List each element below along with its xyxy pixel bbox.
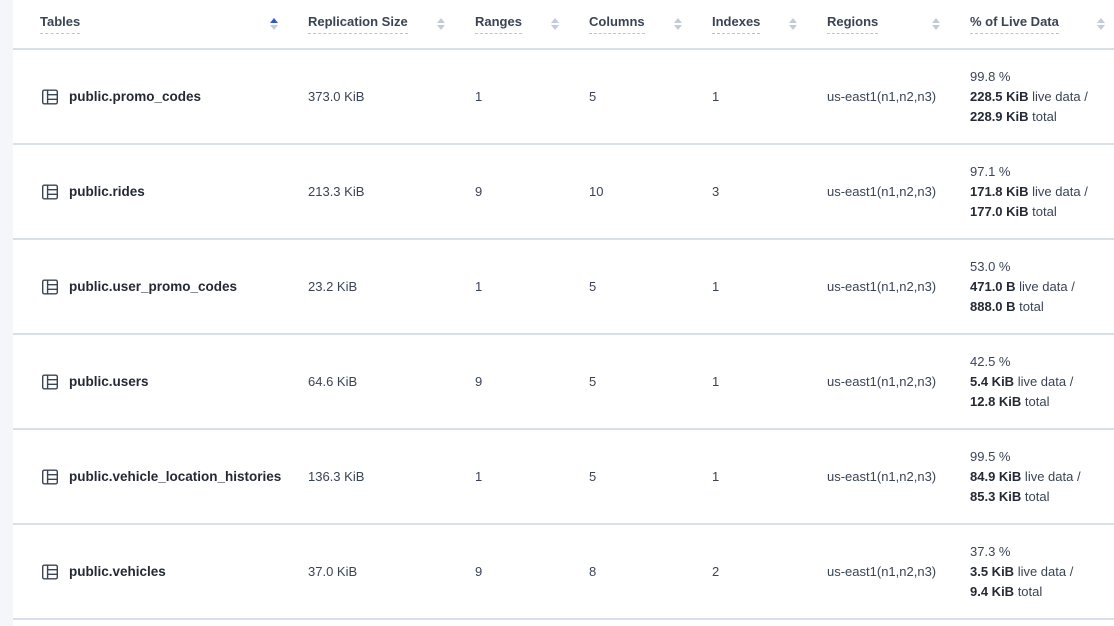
columns-cell: 5: [589, 279, 597, 294]
columns-cell: 5: [589, 469, 597, 484]
sort-arrows-icon[interactable]: [437, 18, 445, 30]
ranges-cell: 9: [475, 184, 483, 199]
table-row: public.vehicle_location_histories 136.3 …: [13, 430, 1114, 525]
live-data-cell: 99.8 % 228.5 KiB live data / 228.9 KiB t…: [970, 67, 1114, 127]
total-data-size: 177.0 KiB total: [970, 203, 1057, 219]
regions-cell: us-east1(n1,n2,n3): [827, 564, 937, 579]
sort-arrows-icon[interactable]: [270, 18, 278, 30]
table-row: public.users 64.6 KiB 9 5 1 us-east1(n1,…: [13, 335, 1114, 430]
total-data-size: 9.4 KiB total: [970, 583, 1043, 599]
indexes-cell: 1: [712, 374, 720, 389]
live-data-cell: 99.5 % 84.9 KiB live data / 85.3 KiB tot…: [970, 447, 1114, 507]
column-header-label: Indexes: [712, 14, 761, 34]
live-data-percent: 53.0 %: [970, 258, 1011, 274]
indexes-cell: 2: [712, 564, 720, 579]
total-data-size: 12.8 KiB total: [970, 393, 1050, 409]
live-data-percent: 99.8 %: [970, 68, 1011, 84]
replication-size-cell: 64.6 KiB: [308, 374, 358, 389]
sort-arrows-icon[interactable]: [674, 18, 682, 30]
regions-cell: us-east1(n1,n2,n3): [827, 374, 937, 389]
total-data-size: 85.3 KiB total: [970, 488, 1050, 504]
live-data-percent: 42.5 %: [970, 353, 1011, 369]
indexes-cell: 1: [712, 279, 720, 294]
replication-size-cell: 37.0 KiB: [308, 564, 358, 579]
live-data-size: 171.8 KiB live data /: [970, 183, 1088, 199]
ranges-cell: 1: [475, 469, 483, 484]
table-icon: [40, 562, 60, 582]
columns-cell: 5: [589, 374, 597, 389]
replication-size-cell: 213.3 KiB: [308, 184, 365, 199]
ranges-cell: 9: [475, 564, 483, 579]
column-header-label: Regions: [827, 14, 879, 34]
table-name-link[interactable]: public.vehicles: [69, 564, 166, 579]
table-name-link[interactable]: public.promo_codes: [69, 89, 202, 104]
column-header-replication-size[interactable]: Replication Size: [308, 14, 475, 34]
table-header-row: Tables Replication Size Ranges Columns I…: [13, 0, 1114, 50]
sort-arrows-icon[interactable]: [1097, 18, 1105, 30]
column-header-label: Columns: [589, 14, 645, 34]
live-data-size: 3.5 KiB live data /: [970, 563, 1074, 579]
sort-arrows-icon[interactable]: [932, 18, 940, 30]
column-header-label: % of Live Data: [970, 14, 1059, 34]
indexes-cell: 1: [712, 469, 720, 484]
live-data-percent: 97.1 %: [970, 163, 1011, 179]
regions-cell: us-east1(n1,n2,n3): [827, 469, 937, 484]
table-icon: [40, 277, 60, 297]
table-row: public.user_promo_codes 23.2 KiB 1 5 1 u…: [13, 240, 1114, 335]
live-data-size: 471.0 B live data /: [970, 278, 1075, 294]
replication-size-cell: 23.2 KiB: [308, 279, 358, 294]
sort-arrows-icon[interactable]: [789, 18, 797, 30]
live-data-cell: 42.5 % 5.4 KiB live data / 12.8 KiB tota…: [970, 352, 1114, 412]
column-header-live-data[interactable]: % of Live Data: [970, 14, 1114, 34]
table-name-link[interactable]: public.rides: [69, 184, 145, 199]
column-header-label: Ranges: [475, 14, 522, 34]
column-header-indexes[interactable]: Indexes: [712, 14, 827, 34]
sort-arrows-icon[interactable]: [551, 18, 559, 30]
live-data-percent: 37.3 %: [970, 543, 1011, 559]
ranges-cell: 1: [475, 89, 483, 104]
indexes-cell: 3: [712, 184, 720, 199]
column-header-columns[interactable]: Columns: [589, 14, 712, 34]
column-header-regions[interactable]: Regions: [827, 14, 970, 34]
live-data-size: 228.5 KiB live data /: [970, 88, 1088, 104]
live-data-size: 84.9 KiB live data /: [970, 468, 1081, 484]
columns-cell: 8: [589, 564, 597, 579]
table-row: public.vehicles 37.0 KiB 9 8 2 us-east1(…: [13, 525, 1114, 620]
regions-cell: us-east1(n1,n2,n3): [827, 279, 937, 294]
live-data-percent: 99.5 %: [970, 448, 1011, 464]
indexes-cell: 1: [712, 89, 720, 104]
column-header-ranges[interactable]: Ranges: [475, 14, 589, 34]
live-data-cell: 97.1 % 171.8 KiB live data / 177.0 KiB t…: [970, 162, 1114, 222]
regions-cell: us-east1(n1,n2,n3): [827, 89, 937, 104]
table-icon: [40, 87, 60, 107]
replication-size-cell: 136.3 KiB: [308, 469, 365, 484]
total-data-size: 888.0 B total: [970, 298, 1044, 314]
replication-size-cell: 373.0 KiB: [308, 89, 365, 104]
table-icon: [40, 467, 60, 487]
table-name-link[interactable]: public.vehicle_location_histories: [69, 469, 282, 484]
table-name-link[interactable]: public.users: [69, 374, 149, 389]
table-icon: [40, 372, 60, 392]
table-row: public.promo_codes 373.0 KiB 1 5 1 us-ea…: [13, 50, 1114, 145]
columns-cell: 5: [589, 89, 597, 104]
live-data-size: 5.4 KiB live data /: [970, 373, 1074, 389]
live-data-cell: 37.3 % 3.5 KiB live data / 9.4 KiB total: [970, 542, 1114, 602]
table-name-link[interactable]: public.user_promo_codes: [69, 279, 238, 294]
regions-cell: us-east1(n1,n2,n3): [827, 184, 937, 199]
columns-cell: 10: [589, 184, 604, 199]
column-header-tables[interactable]: Tables: [13, 14, 308, 34]
ranges-cell: 1: [475, 279, 483, 294]
table-row: public.rides 213.3 KiB 9 10 3 us-east1(n…: [13, 145, 1114, 240]
table-icon: [40, 182, 60, 202]
tables-panel: Tables Replication Size Ranges Columns I…: [13, 0, 1114, 626]
column-header-label: Tables: [40, 14, 81, 34]
ranges-cell: 9: [475, 374, 483, 389]
live-data-cell: 53.0 % 471.0 B live data / 888.0 B total: [970, 257, 1114, 317]
column-header-label: Replication Size: [308, 14, 408, 34]
total-data-size: 228.9 KiB total: [970, 108, 1057, 124]
